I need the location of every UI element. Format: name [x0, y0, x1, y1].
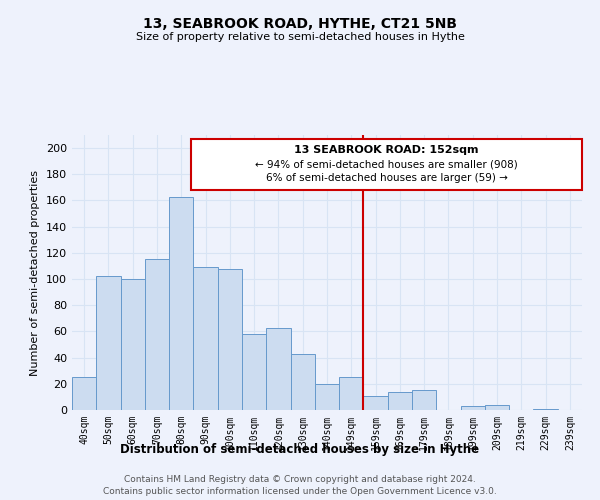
- Y-axis label: Number of semi-detached properties: Number of semi-detached properties: [31, 170, 40, 376]
- Bar: [169, 196, 193, 410]
- Bar: [266, 328, 290, 410]
- Text: Distribution of semi-detached houses by size in Hythe: Distribution of semi-detached houses by …: [121, 442, 479, 456]
- Bar: [121, 279, 145, 410]
- Bar: [218, 268, 242, 410]
- Text: ← 94% of semi-detached houses are smaller (908): ← 94% of semi-detached houses are smalle…: [255, 160, 518, 170]
- Bar: [485, 405, 509, 410]
- Bar: [145, 260, 169, 410]
- Text: Contains public sector information licensed under the Open Government Licence v3: Contains public sector information licen…: [103, 488, 497, 496]
- Bar: [533, 408, 558, 410]
- Bar: [242, 334, 266, 410]
- Bar: [412, 390, 436, 410]
- Bar: [315, 384, 339, 410]
- Bar: [96, 276, 121, 410]
- Bar: [364, 396, 388, 410]
- Bar: [72, 378, 96, 410]
- Text: Size of property relative to semi-detached houses in Hythe: Size of property relative to semi-detach…: [136, 32, 464, 42]
- Text: 13, SEABROOK ROAD, HYTHE, CT21 5NB: 13, SEABROOK ROAD, HYTHE, CT21 5NB: [143, 18, 457, 32]
- Text: 13 SEABROOK ROAD: 152sqm: 13 SEABROOK ROAD: 152sqm: [294, 146, 479, 156]
- FancyBboxPatch shape: [191, 139, 582, 190]
- Bar: [461, 406, 485, 410]
- Bar: [388, 392, 412, 410]
- Text: Contains HM Land Registry data © Crown copyright and database right 2024.: Contains HM Land Registry data © Crown c…: [124, 475, 476, 484]
- Bar: [290, 354, 315, 410]
- Bar: [339, 378, 364, 410]
- Text: 6% of semi-detached houses are larger (59) →: 6% of semi-detached houses are larger (5…: [266, 173, 508, 183]
- Bar: [193, 268, 218, 410]
